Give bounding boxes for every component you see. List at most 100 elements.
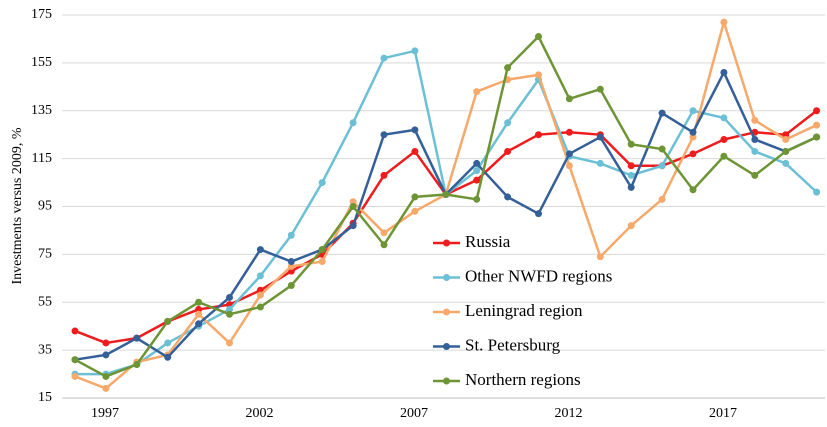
data-point xyxy=(658,109,666,117)
series-line xyxy=(74,109,818,345)
data-point xyxy=(349,222,357,230)
data-point xyxy=(71,356,79,364)
data-point xyxy=(565,95,573,103)
data-point xyxy=(164,353,172,361)
y-tick-label: 55 xyxy=(38,294,52,309)
data-point xyxy=(380,229,388,237)
data-point xyxy=(565,162,573,170)
data-point xyxy=(751,147,759,155)
x-tick-label: 2012 xyxy=(555,406,583,421)
y-tick-label: 175 xyxy=(31,7,52,22)
data-point xyxy=(627,140,635,148)
data-point xyxy=(473,159,481,167)
data-point xyxy=(380,54,388,62)
data-point xyxy=(689,107,697,115)
data-point xyxy=(164,339,172,347)
data-point xyxy=(596,253,604,261)
data-point xyxy=(535,33,542,41)
data-point xyxy=(102,384,110,392)
data-point xyxy=(133,334,141,342)
data-point xyxy=(658,195,666,203)
y-tick-label: 135 xyxy=(31,103,52,118)
data-point xyxy=(627,162,635,170)
data-point xyxy=(720,68,728,76)
data-point xyxy=(411,47,419,55)
data-point xyxy=(535,131,542,139)
y-tick-label: 95 xyxy=(38,199,52,214)
legend-marker xyxy=(443,377,450,385)
legend-label: St. Petersburg xyxy=(465,335,561,354)
data-point xyxy=(318,246,326,254)
data-point xyxy=(782,135,790,143)
data-point xyxy=(411,193,419,201)
data-point xyxy=(504,64,512,72)
data-point xyxy=(751,171,759,179)
data-point xyxy=(226,305,233,313)
legend-label: Other NWFD regions xyxy=(465,266,612,285)
data-point xyxy=(565,128,573,136)
data-point xyxy=(473,176,481,184)
data-point xyxy=(380,171,388,179)
data-point xyxy=(256,291,264,299)
data-point xyxy=(133,360,141,368)
data-point xyxy=(411,147,419,155)
data-point xyxy=(102,351,110,359)
data-point xyxy=(380,241,388,249)
x-tick-label: 2017 xyxy=(709,406,737,421)
legend: Russia Other NWFD regions Leningrad region… xyxy=(433,232,612,389)
y-tick-label: 15 xyxy=(38,390,52,405)
x-tick-label: 1997 xyxy=(91,406,119,421)
data-point xyxy=(720,135,728,143)
data-point xyxy=(349,119,357,127)
data-point xyxy=(349,203,357,210)
data-point xyxy=(287,258,295,266)
y-tick-label: 115 xyxy=(32,151,52,166)
x-tick-label: 2002 xyxy=(246,406,274,421)
data-point xyxy=(813,188,821,196)
data-point xyxy=(287,231,295,239)
data-point xyxy=(256,303,264,311)
data-point xyxy=(658,162,666,170)
data-point xyxy=(195,320,203,328)
data-point xyxy=(813,121,821,129)
data-point xyxy=(71,327,79,335)
data-point xyxy=(813,107,821,115)
data-point xyxy=(689,128,697,136)
legend-marker xyxy=(443,274,450,281)
data-point xyxy=(473,88,481,96)
legend-label: Russia xyxy=(465,232,511,251)
data-point xyxy=(349,198,357,206)
data-point xyxy=(287,281,295,289)
data-point xyxy=(411,207,419,215)
data-point xyxy=(627,183,635,191)
data-point xyxy=(689,150,697,158)
data-point xyxy=(504,119,512,127)
data-point xyxy=(226,293,233,301)
data-point xyxy=(782,147,790,155)
legend-marker xyxy=(443,239,450,247)
data-point xyxy=(226,310,233,318)
y-tick-label: 155 xyxy=(31,55,52,70)
data-point xyxy=(380,131,388,139)
data-point xyxy=(535,71,542,79)
y-tick-label: 75 xyxy=(38,247,52,262)
data-point xyxy=(751,116,759,124)
y-axis-label: Investments versus 2009, % xyxy=(10,127,25,284)
data-point xyxy=(689,133,697,141)
data-point xyxy=(751,135,759,143)
data-point xyxy=(535,210,542,218)
legend-label: Northern regions xyxy=(465,370,581,389)
data-point xyxy=(720,18,728,26)
data-point xyxy=(442,191,450,199)
data-point xyxy=(195,310,203,318)
data-point xyxy=(658,145,666,153)
data-point xyxy=(782,131,790,139)
legend-marker xyxy=(443,308,450,316)
data-point xyxy=(102,339,110,347)
data-point xyxy=(473,195,481,203)
data-point xyxy=(689,186,697,194)
data-point xyxy=(226,339,233,347)
data-point xyxy=(565,150,573,158)
legend-marker xyxy=(443,343,450,350)
